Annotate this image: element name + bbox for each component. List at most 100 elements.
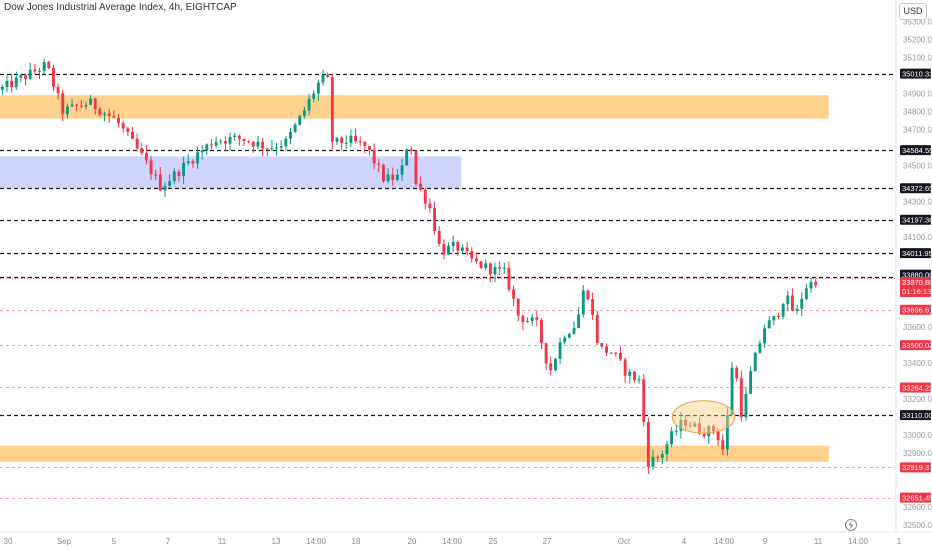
x-tick-label: 25 [489,537,498,546]
candle [553,357,557,371]
candle [595,310,599,345]
candle [642,374,646,427]
price-level-label: 34197.36 [900,214,932,225]
candle [428,198,432,213]
y-tick-label: 35100.00 [903,54,932,63]
candle [777,313,780,320]
price-level-label: 34584.55 [900,145,932,156]
candles-layer [0,58,818,474]
candle [186,154,190,166]
price-level-label: 33264.22 [900,382,932,393]
price-levels-layer [0,73,895,499]
candle [358,136,362,147]
zones-layer [0,95,829,462]
y-tick-label: 33000.00 [903,431,932,440]
y-tick-label: 34800.00 [903,107,932,116]
candle [391,167,395,187]
svg-text:35010.33: 35010.33 [902,69,932,78]
candle [456,240,460,257]
x-tick-label: 14:00 [306,537,327,546]
candle [484,259,488,271]
candle [516,298,520,322]
candle [488,262,492,283]
candle [70,98,74,108]
candle [772,315,776,326]
candle [637,375,641,384]
candle [172,168,176,185]
price-level-label: 34011.95 [900,248,932,259]
candle [61,89,65,122]
candle [344,135,348,149]
candle [312,89,316,103]
candle [651,449,655,470]
orange-zone-2 [0,445,829,462]
candle [196,146,199,169]
candle [10,73,14,93]
candle [270,139,274,151]
candle [540,318,543,350]
candle [33,63,37,75]
x-tick-label: 14:00 [714,537,735,546]
candle [670,427,674,448]
x-tick-label: 7 [166,537,171,546]
svg-text:34584.55: 34584.55 [902,146,932,155]
candle [219,139,223,145]
candle [549,356,553,376]
candle [405,148,409,166]
candle [126,126,130,137]
candle [419,176,423,192]
candle [665,441,669,461]
price-level-labels: 35010.33 34584.55 34372.65 34197.36 34011.95… [900,68,932,503]
candle [256,135,260,150]
candle [382,163,385,183]
y-tick-label: 32500.00 [903,521,932,530]
candle [349,129,353,147]
candle [377,159,381,172]
candle [781,302,785,320]
candle [804,283,808,301]
candle [386,168,390,184]
candle [177,168,181,182]
candle [107,109,111,123]
candle [84,101,88,110]
candle [437,225,441,247]
candle [656,455,660,463]
candle [577,306,581,329]
candle [395,169,399,182]
candle [544,342,548,371]
candle [609,352,613,354]
price-axis[interactable]: 35300.00 35200.00 35100.00 34900.00 34800.00… [903,18,932,530]
candle [24,73,28,86]
candle [223,136,227,152]
currency-button[interactable]: USD [899,3,927,20]
candle [275,142,278,156]
candle [200,144,204,160]
candle [581,284,585,318]
y-tick-label: 34900.00 [903,89,932,98]
lightning-icon[interactable] [845,519,857,531]
candle [168,174,172,188]
candle [79,100,83,109]
x-tick-label: 11 [218,537,227,546]
candle [526,317,529,323]
candle [763,324,767,348]
svg-text:33110.00: 33110.00 [902,411,932,420]
x-tick-label: Oct [618,537,631,546]
svg-text:34197.36: 34197.36 [902,216,932,225]
orange-zone-0 [0,95,829,119]
candle [5,75,9,93]
candle [558,337,562,365]
candle [679,412,683,439]
candle [205,143,209,155]
candle [586,289,590,301]
y-tick-label: 34700.00 [903,125,932,134]
candle [214,136,218,149]
candle [368,145,371,156]
y-tick-label: 32900.00 [903,449,932,458]
candle [632,370,636,383]
time-axis[interactable]: 30 Sep 5 7 11 13 14:00 18 20 14:00 25 27 Oct 4 14:00 9 1… [4,537,902,546]
candle [158,167,162,192]
candle [442,239,446,260]
candle [163,182,167,197]
